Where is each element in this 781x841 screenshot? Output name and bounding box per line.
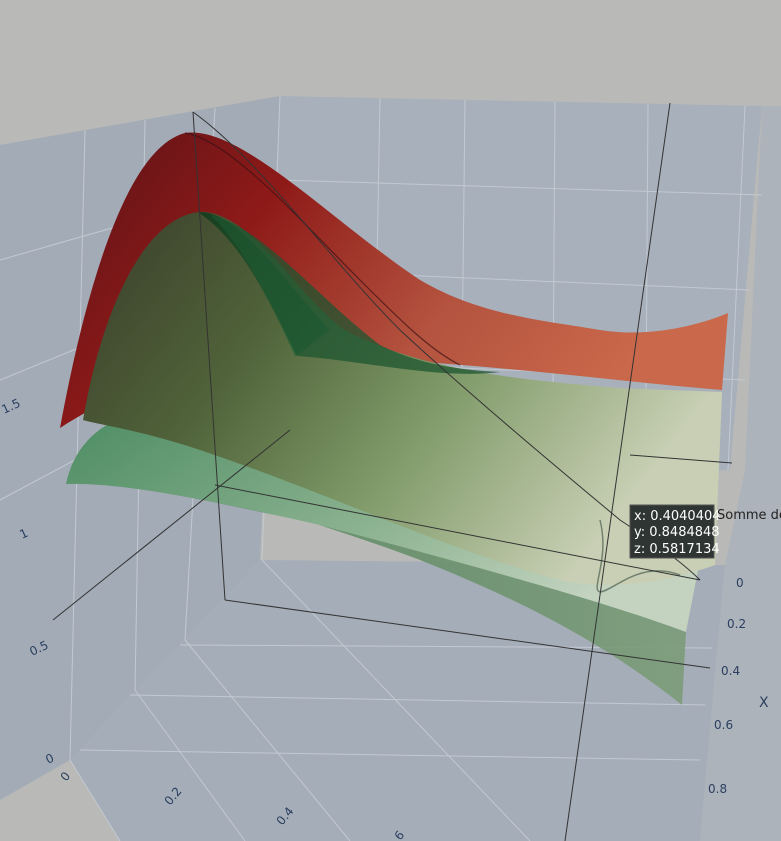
x-axis-ticks: 0 0.2 0.4 0.6 0.8 xyxy=(708,576,746,796)
surface-green[interactable] xyxy=(83,211,722,593)
x-tick-4: 0.8 xyxy=(708,782,727,796)
x-tick-2: 0.4 xyxy=(721,664,740,678)
x-tick-3: 0.6 xyxy=(714,718,733,732)
hover-box xyxy=(629,504,715,559)
axis-lines xyxy=(52,102,733,841)
right-wall xyxy=(700,106,781,841)
x-axis-title: X xyxy=(759,695,769,711)
surface-lower-underside xyxy=(66,481,686,705)
x-tick-0: 0 xyxy=(736,576,744,590)
hover-tooltip: x: 0.4040404 y: 0.8484848 z: 0.5817134 S… xyxy=(629,504,781,559)
floor-wall xyxy=(70,560,725,841)
y-tick-0: 0 xyxy=(58,769,74,784)
surface-green-face xyxy=(83,211,722,585)
hover-trace-label: Somme de xyxy=(717,508,781,523)
surface-red-ridge xyxy=(184,132,461,366)
x-tick-1: 0.2 xyxy=(727,617,746,631)
surface-green-shade xyxy=(210,215,500,374)
hover-line-z: z: 0.5817134 xyxy=(634,542,720,557)
hover-line-x: x: 0.4040404 xyxy=(634,509,721,524)
hover-line-y: y: 0.8484848 xyxy=(634,525,720,540)
surface-lower[interactable] xyxy=(66,410,700,705)
surface-lower-top xyxy=(66,410,700,632)
